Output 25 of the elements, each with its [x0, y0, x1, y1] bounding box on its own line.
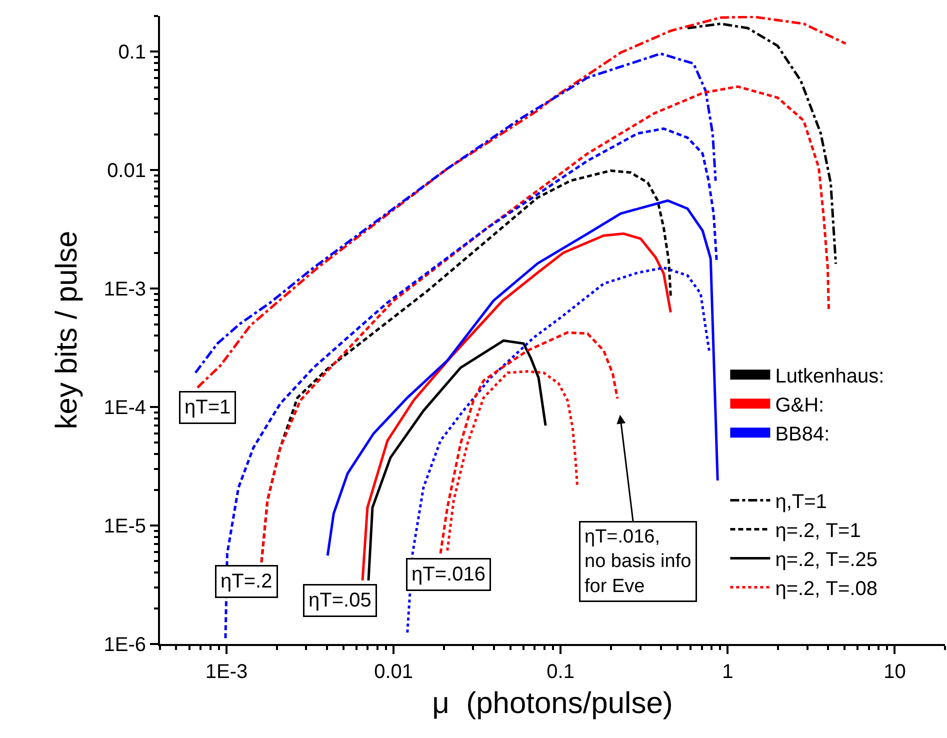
annotation: ηT=.05 [308, 590, 372, 612]
x-tick-label: 10 [884, 661, 906, 683]
y-tick-label: 1E-3 [104, 278, 146, 301]
y-axis-title: key bits / pulse [50, 230, 84, 430]
y-tick-label: 1E-6 [104, 634, 146, 656]
x-axis-title: μ (photons/pulse) [432, 687, 673, 720]
annotation: η,T=1 [775, 491, 827, 514]
annotation: η=.2, T=1 [775, 520, 861, 542]
x-tick-label: 0.01 [374, 661, 414, 683]
y-tick-label: 0.1 [118, 42, 146, 64]
x-tick-label: 0.1 [546, 661, 574, 683]
annotation: Lutkenhaus: [775, 365, 884, 388]
annotation: BB84: [775, 423, 830, 446]
annotation: ηT=.016 [412, 564, 486, 586]
y-tick-label: 0.01 [107, 160, 146, 182]
x-tick-label: 1E-3 [205, 661, 248, 683]
x-tick-label: 1 [722, 661, 734, 683]
annotation: η=.2, T=.25 [775, 549, 878, 572]
annotation: ηT=.2 [220, 570, 272, 592]
annotation: η=.2, T=.08 [775, 578, 878, 600]
y-tick-label: 1E-5 [104, 516, 146, 538]
y-tick-label: 1E-4 [104, 397, 146, 420]
annotation: ηT=1 [184, 396, 231, 418]
annotation: ηT=.016, no basis info for Eve [584, 526, 692, 597]
annotation: G&H: [775, 394, 824, 416]
